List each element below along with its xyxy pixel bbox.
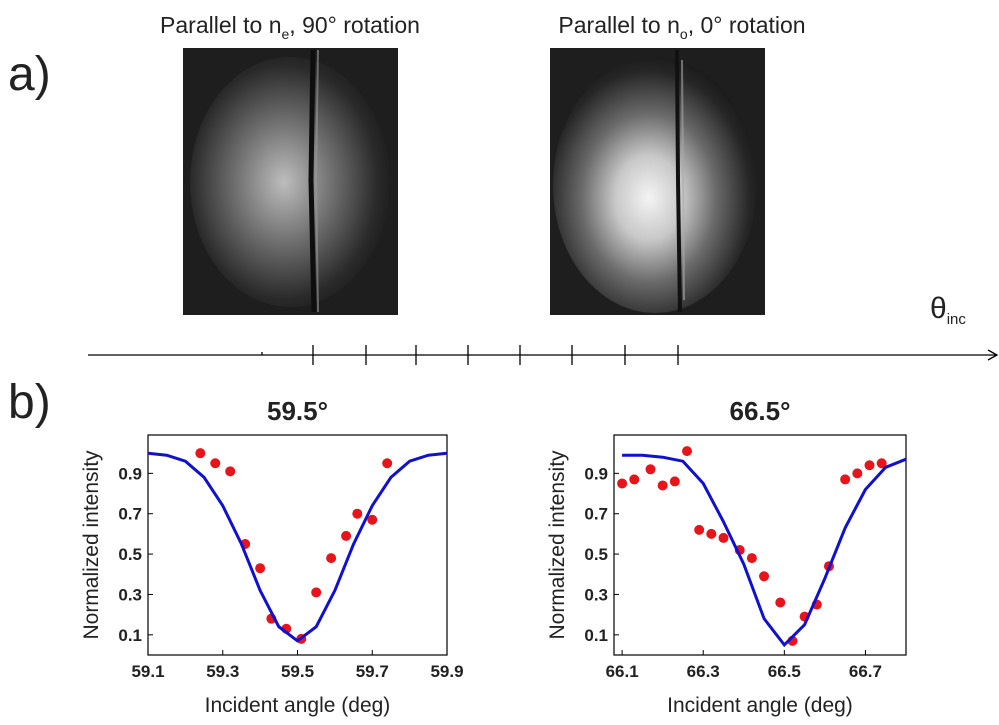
x-tick-label: 59.7 bbox=[356, 662, 389, 681]
x-tick-label: 66.1 bbox=[606, 662, 639, 681]
y-tick-label: 0.5 bbox=[584, 545, 608, 564]
data-point bbox=[195, 448, 206, 459]
data-point bbox=[669, 476, 680, 487]
axis-label: θinc bbox=[930, 292, 966, 328]
data-point bbox=[382, 458, 393, 469]
data-point bbox=[255, 563, 266, 574]
y-tick-label: 0.9 bbox=[118, 464, 142, 483]
data-point bbox=[617, 478, 628, 489]
chart-title: 59.5° bbox=[267, 396, 328, 426]
data-point bbox=[657, 480, 668, 491]
x-tick-label: 59.3 bbox=[206, 662, 239, 681]
y-axis-label: Normalized intensity bbox=[80, 450, 103, 640]
data-point bbox=[718, 532, 729, 543]
data-point bbox=[367, 514, 378, 525]
x-tick-label: 66.3 bbox=[687, 662, 720, 681]
fit-line bbox=[147, 451, 448, 643]
data-point bbox=[645, 464, 656, 475]
y-tick-label: 0.3 bbox=[118, 585, 142, 604]
data-point bbox=[746, 553, 757, 564]
panel-label: b) bbox=[8, 376, 51, 429]
x-axis-label: Incident angle (deg) bbox=[667, 694, 853, 717]
data-point bbox=[326, 553, 337, 564]
x-tick-label: 66.5 bbox=[768, 662, 801, 681]
x-axis-label: Incident angle (deg) bbox=[205, 694, 391, 717]
data-point bbox=[311, 587, 322, 598]
data-point bbox=[682, 446, 692, 457]
data-point bbox=[225, 466, 236, 477]
y-tick-label: 0.7 bbox=[584, 505, 608, 524]
x-tick-label: 59.9 bbox=[430, 662, 463, 681]
y-tick-label: 0.1 bbox=[118, 626, 142, 645]
data-point bbox=[876, 458, 887, 469]
image-title: Parallel to no, 0° rotation bbox=[558, 12, 805, 42]
y-tick-label: 0.7 bbox=[118, 505, 142, 524]
data-point bbox=[629, 474, 640, 485]
x-tick-label: 59.1 bbox=[131, 662, 164, 681]
y-axis-label: Normalized intensity bbox=[546, 450, 569, 640]
chart: 59.5° Incident angle (deg) Normalized inte… bbox=[80, 396, 464, 717]
data-point bbox=[840, 474, 851, 485]
angle-axis bbox=[88, 345, 999, 365]
data-point bbox=[210, 458, 221, 469]
data-point bbox=[706, 528, 717, 539]
x-tick-label: 66.7 bbox=[849, 662, 882, 681]
y-tick-label: 0.5 bbox=[118, 545, 142, 564]
chart-title: 66.5° bbox=[729, 396, 790, 426]
panel-label: a) bbox=[8, 48, 51, 101]
y-tick-label: 0.1 bbox=[584, 626, 608, 645]
image bbox=[183, 48, 398, 315]
chart: 66.5° Incident angle (deg) Normalized inte… bbox=[546, 396, 907, 717]
image bbox=[550, 48, 765, 315]
data-point bbox=[852, 468, 863, 479]
y-tick-label: 0.9 bbox=[584, 464, 608, 483]
data-point bbox=[352, 508, 363, 519]
data-point bbox=[694, 524, 705, 535]
image-title: Parallel to ne, 90° rotation bbox=[160, 12, 420, 42]
plot-frame bbox=[613, 434, 907, 656]
x-tick-label: 59.5 bbox=[281, 662, 314, 681]
data-point bbox=[864, 460, 875, 471]
y-tick-label: 0.3 bbox=[584, 585, 608, 604]
fit-line bbox=[622, 453, 907, 648]
data-point bbox=[775, 597, 786, 608]
data-point bbox=[759, 571, 770, 582]
data-point bbox=[341, 530, 352, 541]
